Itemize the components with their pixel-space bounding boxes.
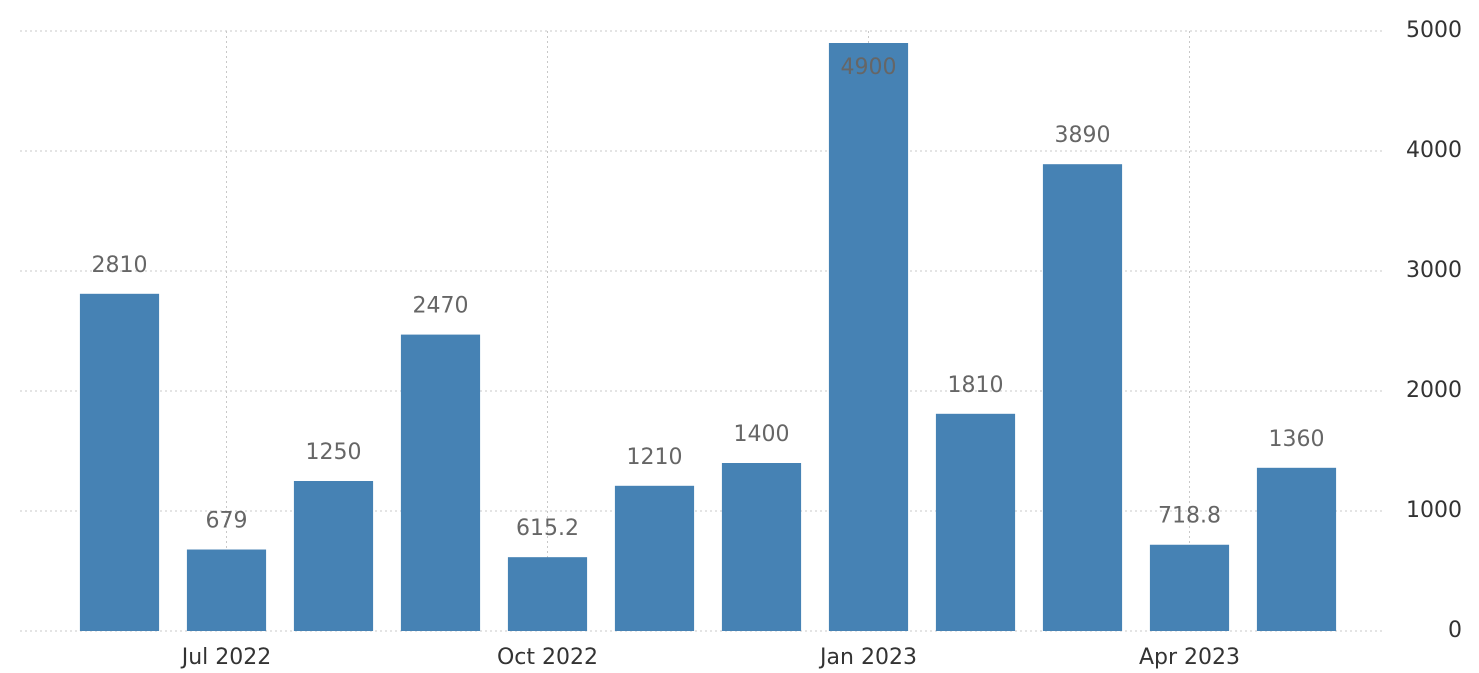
bar (721, 463, 802, 631)
bar (79, 293, 160, 631)
value-label: 1250 (306, 440, 362, 465)
value-label: 2470 (413, 294, 469, 319)
x-tick-label: Oct 2022 (497, 645, 598, 670)
x-tick-label: Jan 2023 (818, 645, 917, 670)
bar (186, 549, 267, 631)
value-label: 718.8 (1158, 504, 1221, 529)
value-label: 3890 (1055, 123, 1111, 148)
bar (614, 485, 695, 631)
bar (1256, 467, 1337, 631)
value-label: 1810 (948, 373, 1004, 398)
bar (1149, 544, 1230, 631)
bar (400, 334, 481, 631)
x-tick-label: Jul 2022 (180, 645, 272, 670)
value-label: 1400 (734, 422, 790, 447)
value-label: 1210 (627, 445, 683, 470)
y-tick-label: 5000 (1406, 18, 1462, 43)
bar (1042, 164, 1123, 631)
bar (828, 43, 909, 631)
y-tick-label: 1000 (1406, 498, 1462, 523)
bar (507, 557, 588, 631)
y-tick-label: 0 (1448, 618, 1462, 643)
bar (935, 413, 1016, 631)
y-tick-label: 4000 (1406, 138, 1462, 163)
value-label: 4900 (841, 55, 897, 80)
value-label: 615.2 (516, 516, 579, 541)
value-label: 1360 (1269, 427, 1325, 452)
value-label: 679 (206, 509, 248, 534)
y-tick-label: 3000 (1406, 258, 1462, 283)
bar (293, 481, 374, 631)
x-tick-label: Apr 2023 (1139, 645, 1240, 670)
value-label: 2810 (92, 253, 148, 278)
y-tick-label: 2000 (1406, 378, 1462, 403)
